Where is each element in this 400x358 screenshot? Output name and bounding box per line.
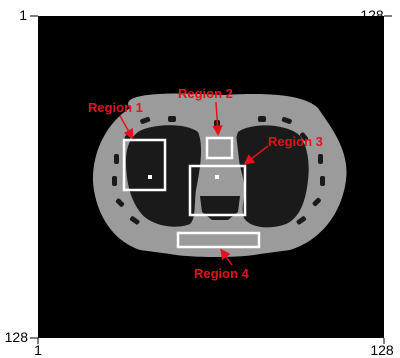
region-4-box xyxy=(176,231,261,249)
region-boxes xyxy=(122,136,261,249)
region-3-arrow xyxy=(243,145,269,165)
upper-dark-spots xyxy=(168,116,266,128)
region-1-box xyxy=(122,138,167,192)
region-2-label: Region 2 xyxy=(178,86,233,101)
lesion-dot-1 xyxy=(148,175,152,179)
region-3-box xyxy=(188,164,247,217)
tick-label-top-right: 128 xyxy=(360,7,384,23)
axis-ticks xyxy=(30,15,392,344)
region-arrows xyxy=(119,101,269,266)
right-ribs xyxy=(281,116,325,225)
region-4-label: Region 4 xyxy=(194,266,250,281)
right-lung xyxy=(236,125,309,228)
tick-label-x-left: 1 xyxy=(34,342,42,358)
tick-label-x-right: 128 xyxy=(370,342,394,358)
tick-label-top-left: 1 xyxy=(19,7,27,23)
region-3-label: Region 3 xyxy=(268,134,323,149)
region-2-arrow xyxy=(212,101,223,136)
region-1-arrow xyxy=(119,115,134,140)
left-lung xyxy=(126,125,202,227)
tick-label-bottom-left: 128 xyxy=(5,329,29,345)
lesion-dot-2 xyxy=(215,175,219,179)
region-4-arrow xyxy=(220,248,233,266)
region-2-box xyxy=(205,136,234,160)
region-1-label: Region 1 xyxy=(88,100,143,115)
